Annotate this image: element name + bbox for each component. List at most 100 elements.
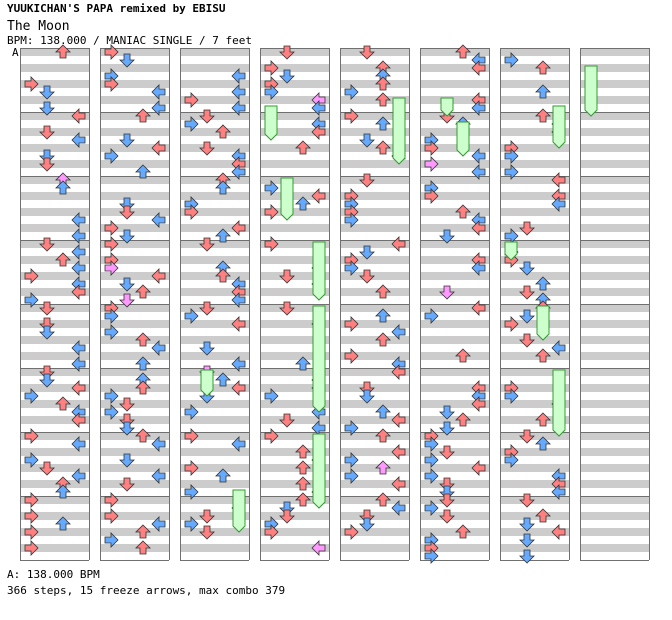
step-arrow-shape	[151, 140, 166, 156]
step-arrow-shape	[279, 45, 295, 60]
step-arrow-shape	[471, 164, 486, 180]
grid-band	[20, 192, 89, 200]
step-arrow	[39, 301, 55, 316]
step-arrow-shape	[119, 397, 135, 412]
grid-band	[100, 48, 169, 56]
step-arrow-shape	[151, 468, 166, 484]
step-arrow-shape	[391, 500, 406, 516]
step-arrow-shape	[215, 372, 231, 387]
grid-band	[100, 304, 169, 312]
step-arrow-shape	[375, 140, 391, 155]
grid-band	[580, 48, 649, 56]
step-arrow	[184, 404, 199, 420]
grid-band	[180, 400, 249, 408]
grid-band	[180, 352, 249, 360]
step-arrow	[231, 100, 246, 116]
grid-band	[580, 320, 649, 328]
grid-band	[500, 64, 569, 72]
step-arrow-shape	[279, 413, 295, 428]
grid-band	[180, 128, 249, 136]
step-arrow-shape	[184, 484, 199, 500]
grid-band	[580, 544, 649, 552]
step-arrow	[71, 468, 86, 484]
grid-band	[180, 272, 249, 280]
step-arrow-shape	[391, 476, 406, 492]
step-arrow	[24, 428, 39, 444]
step-arrow	[471, 220, 486, 236]
step-arrow	[104, 76, 119, 92]
step-arrow-shape	[24, 452, 39, 468]
grid-band	[580, 368, 649, 376]
step-arrow-shape	[535, 436, 551, 451]
step-arrow	[135, 524, 151, 539]
step-arrow-shape	[504, 148, 519, 164]
step-arrow-shape	[24, 428, 39, 444]
grid-band	[100, 336, 169, 344]
step-arrow	[471, 396, 486, 412]
grid-band	[180, 432, 249, 440]
step-arrow	[439, 285, 455, 300]
step-arrow-shape	[424, 500, 439, 516]
step-arrow	[504, 388, 519, 404]
step-arrow-shape	[455, 524, 471, 539]
step-arrow	[184, 92, 199, 108]
step-arrow-shape	[71, 340, 86, 356]
grid-band	[20, 480, 89, 488]
grid-band	[580, 432, 649, 440]
step-arrow-shape	[424, 188, 439, 204]
step-arrow	[424, 548, 439, 564]
song-name: The Moon	[7, 19, 70, 34]
step-arrow	[71, 340, 86, 356]
step-arrow	[104, 388, 119, 404]
step-arrow-shape	[39, 237, 55, 252]
freeze-arrow	[552, 369, 566, 437]
grid-band	[20, 224, 89, 232]
step-arrow-shape	[104, 388, 119, 404]
step-arrow-shape	[135, 284, 151, 299]
step-arrow-shape	[439, 285, 455, 300]
step-arrow	[535, 348, 551, 363]
grid-band	[500, 176, 569, 184]
grid-band	[260, 384, 329, 392]
step-arrow-shape	[119, 277, 135, 292]
freeze-arrow	[200, 369, 214, 397]
step-arrow	[231, 436, 246, 452]
step-arrow-shape	[295, 492, 311, 507]
grid-band	[260, 352, 329, 360]
step-arrow-shape	[199, 109, 215, 124]
step-arrow	[359, 389, 375, 404]
grid-band	[20, 208, 89, 216]
step-arrow-shape	[375, 284, 391, 299]
step-arrow	[471, 300, 486, 316]
grid-band	[340, 480, 409, 488]
step-arrow	[231, 356, 246, 372]
grid-band	[20, 288, 89, 296]
step-arrow-shape	[439, 229, 455, 244]
step-arrow	[264, 524, 279, 540]
step-arrow-shape	[71, 228, 86, 244]
step-arrow	[375, 460, 391, 475]
step-arrow-shape	[295, 460, 311, 475]
grid-band	[580, 160, 649, 168]
step-arrow	[231, 220, 246, 236]
step-arrow-shape	[119, 421, 135, 436]
step-arrow	[151, 268, 166, 284]
grid-band	[580, 272, 649, 280]
step-arrow-shape	[71, 212, 86, 228]
step-arrow	[359, 173, 375, 188]
step-arrow	[391, 412, 406, 428]
step-arrow-shape	[199, 525, 215, 540]
step-arrow-shape	[295, 444, 311, 459]
step-arrow	[264, 180, 279, 196]
step-arrow-shape	[39, 101, 55, 116]
grid-band	[500, 160, 569, 168]
step-arrow-shape	[104, 236, 119, 252]
step-arrow	[455, 44, 471, 59]
step-arrow-shape	[535, 412, 551, 427]
step-arrow	[71, 356, 86, 372]
step-arrow-shape	[264, 204, 279, 220]
step-arrow	[344, 212, 359, 228]
step-arrow	[24, 524, 39, 540]
step-arrow-shape	[279, 301, 295, 316]
grid-band	[180, 464, 249, 472]
